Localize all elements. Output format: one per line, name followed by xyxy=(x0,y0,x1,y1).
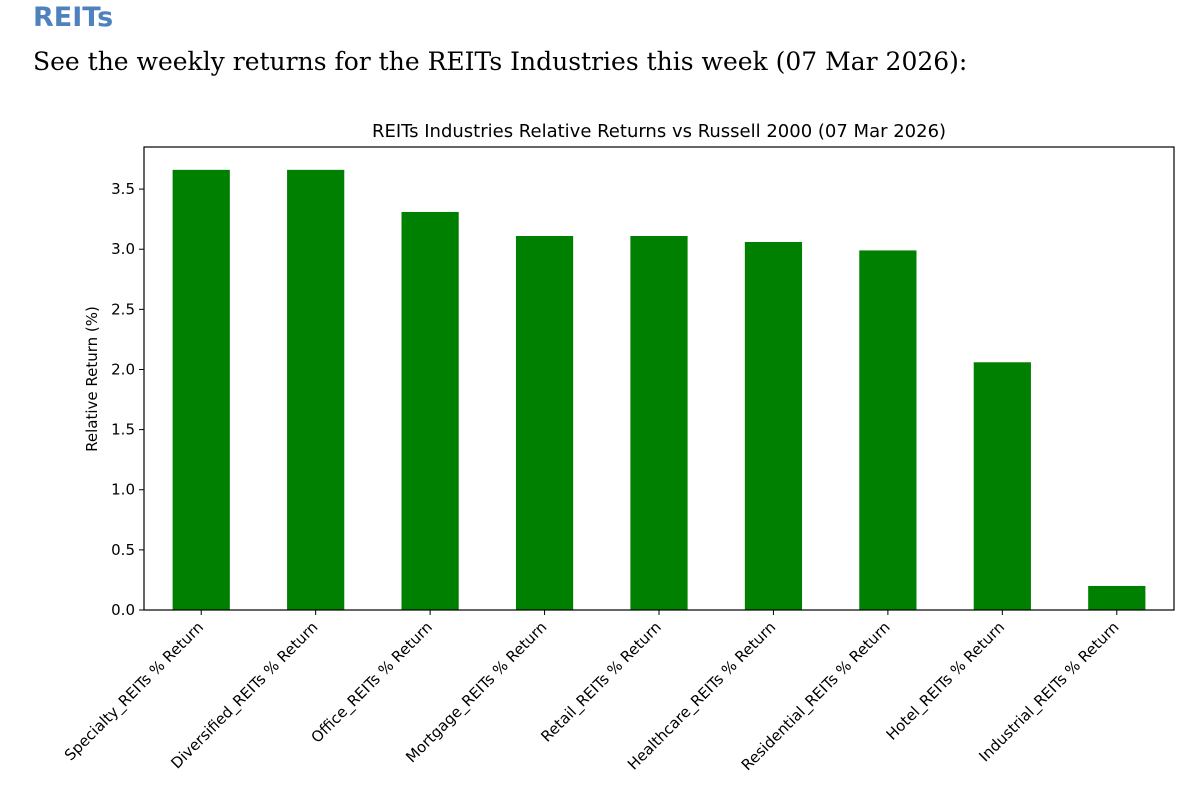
bar xyxy=(630,235,688,611)
bar xyxy=(973,362,1031,610)
y-tick-label: 1.0 xyxy=(111,481,135,499)
y-tick-label: 2.5 xyxy=(111,300,135,318)
bar xyxy=(401,211,459,610)
y-tick-label: 1.5 xyxy=(111,421,135,439)
x-tick-label: Office_REITs % Return xyxy=(307,618,436,747)
intro-text: See the weekly returns for the REITs Ind… xyxy=(33,47,968,76)
plot-area: 0.00.51.01.52.02.53.03.5Specialty_REITs … xyxy=(61,146,1175,775)
bar xyxy=(1088,585,1146,610)
bar xyxy=(515,235,574,611)
y-tick-label: 3.5 xyxy=(111,180,135,198)
y-tick-label: 2.0 xyxy=(111,360,135,378)
x-tick-label: Hotel_REITs % Return xyxy=(883,618,1009,744)
bar xyxy=(744,242,803,610)
y-axis-label: Relative Return (%) xyxy=(83,306,101,452)
bar xyxy=(287,169,345,610)
bar xyxy=(172,169,230,610)
x-tick-label: Retail_REITs % Return xyxy=(537,618,665,746)
y-tick-label: 3.0 xyxy=(111,240,135,258)
y-tick-label: 0.0 xyxy=(111,601,135,619)
section-heading: REITs xyxy=(33,2,114,33)
bar xyxy=(859,250,917,611)
y-tick-label: 0.5 xyxy=(111,541,135,559)
chart-title: REITs Industries Relative Returns vs Rus… xyxy=(372,121,946,142)
